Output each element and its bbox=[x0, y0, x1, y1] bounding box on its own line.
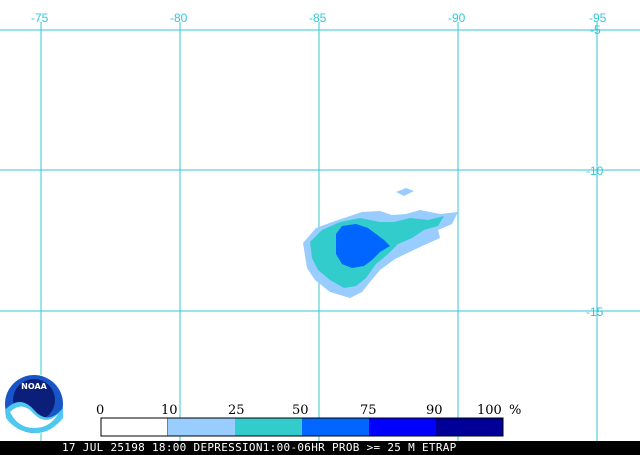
lon-label: -80 bbox=[170, 11, 188, 25]
lat-label: -5 bbox=[590, 23, 601, 37]
legend-swatch-0-10 bbox=[100, 417, 169, 437]
legend-tick: 90 bbox=[426, 403, 443, 418]
lat-label: -10 bbox=[586, 164, 604, 178]
legend-swatch-90-100 bbox=[436, 418, 503, 436]
legend-tick: 50 bbox=[292, 403, 309, 418]
legend-swatch-75-90 bbox=[369, 418, 436, 436]
lat-label: -15 bbox=[586, 305, 604, 319]
legend: 0 10 25 50 75 90 100 % bbox=[96, 403, 521, 437]
lon-label: -95 bbox=[589, 11, 607, 25]
lon-label: -90 bbox=[448, 11, 466, 25]
legend-unit: % bbox=[509, 403, 521, 418]
lon-label: -75 bbox=[31, 11, 49, 25]
legend-tick: 0 bbox=[96, 403, 104, 418]
logo-text: NOAA bbox=[21, 382, 47, 391]
legend-frame bbox=[100, 417, 504, 437]
noaa-logo: NOAA bbox=[4, 374, 64, 434]
caption-bar: 17 JUL 25198 18:00 DEPRESSION1:00-06HR P… bbox=[0, 441, 640, 455]
prob-10-25-patch bbox=[396, 188, 414, 196]
legend-swatch-25-50 bbox=[235, 418, 302, 436]
legend-tick: 100 bbox=[477, 403, 502, 418]
legend-swatch-50-75 bbox=[302, 418, 369, 436]
legend-tick: 25 bbox=[228, 403, 245, 418]
probability-field bbox=[303, 188, 458, 298]
lon-label: -85 bbox=[309, 11, 327, 25]
legend-tick: 10 bbox=[161, 403, 178, 418]
prob-50-75-area bbox=[336, 224, 390, 268]
legend-tick: 75 bbox=[360, 403, 377, 418]
graticule bbox=[0, 22, 640, 441]
legend-swatch-10-25 bbox=[168, 418, 235, 436]
